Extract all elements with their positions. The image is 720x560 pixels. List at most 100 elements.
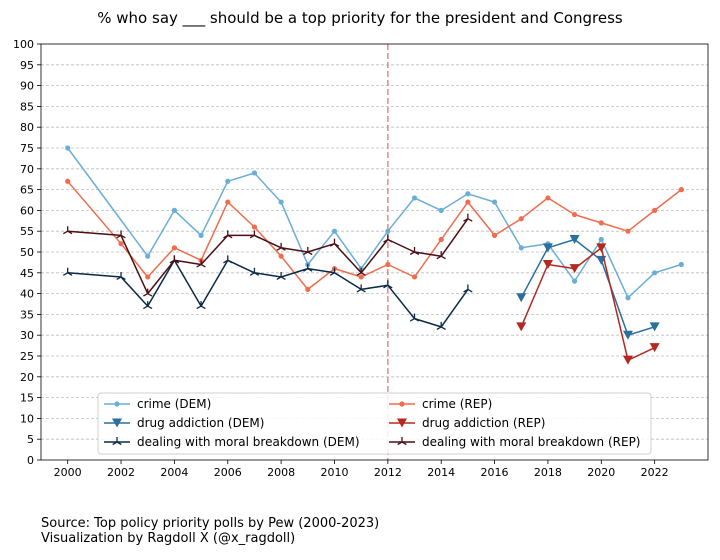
y-tick-label: 65 xyxy=(20,184,34,197)
legend-label: dealing with moral breakdown (DEM) xyxy=(137,435,360,449)
data-point xyxy=(439,208,444,213)
data-point xyxy=(252,224,257,229)
data-point xyxy=(65,179,70,184)
data-point xyxy=(623,356,633,365)
data-point xyxy=(114,401,119,406)
y-tick-label: 0 xyxy=(27,454,34,467)
series-4 xyxy=(63,255,472,329)
data-point xyxy=(63,268,72,276)
data-point xyxy=(625,229,630,234)
data-point xyxy=(412,195,417,200)
y-tick-label: 75 xyxy=(20,142,34,155)
data-point xyxy=(492,199,497,204)
data-point xyxy=(252,170,257,175)
data-point xyxy=(519,216,524,221)
data-point xyxy=(279,254,284,259)
series-layer xyxy=(63,145,684,364)
data-point xyxy=(652,270,657,275)
grid-lines xyxy=(41,65,708,439)
legend-label: dealing with moral breakdown (REP) xyxy=(422,435,640,449)
data-point xyxy=(439,237,444,242)
y-tick-label: 60 xyxy=(20,204,34,217)
data-point xyxy=(545,195,550,200)
data-point xyxy=(359,274,364,279)
series-line xyxy=(68,148,682,298)
data-point xyxy=(464,284,473,292)
data-point xyxy=(399,401,404,406)
y-tick-label: 95 xyxy=(20,59,34,72)
data-point xyxy=(225,179,230,184)
data-point xyxy=(172,208,177,213)
y-tick-label: 15 xyxy=(20,392,34,405)
series-1 xyxy=(65,179,684,292)
data-point xyxy=(599,237,604,242)
y-tick-label: 100 xyxy=(13,38,34,51)
data-point xyxy=(303,264,312,272)
y-tick-label: 45 xyxy=(20,267,34,280)
data-point xyxy=(679,187,684,192)
data-point xyxy=(412,274,417,279)
data-point xyxy=(465,199,470,204)
data-point xyxy=(572,212,577,217)
data-point xyxy=(172,245,177,250)
x-tick-label: 2004 xyxy=(160,466,188,479)
x-tick-label: 2016 xyxy=(481,466,509,479)
y-tick-label: 25 xyxy=(20,350,34,363)
x-tick-label: 2020 xyxy=(587,466,615,479)
line-chart: 2000 2002 2004 2006 2008 2010 2012 2014 2016 2018… xyxy=(0,0,720,500)
data-point xyxy=(516,293,526,302)
legend-label: drug addiction (REP) xyxy=(422,416,545,430)
source-line: Source: Top policy priority polls by Pew… xyxy=(41,516,379,531)
data-point xyxy=(599,220,604,225)
y-tick-label: 20 xyxy=(20,371,34,384)
y-tick-label: 10 xyxy=(20,412,34,425)
data-point xyxy=(63,226,72,234)
data-point xyxy=(625,295,630,300)
y-tick-label: 5 xyxy=(27,433,34,446)
legend-label: crime (REP) xyxy=(422,397,492,411)
data-point xyxy=(330,239,339,247)
legend: crime (DEM) drug addiction (DEM) dealing w… xyxy=(98,393,651,454)
data-point xyxy=(572,279,577,284)
credit-line: Visualization by Ragdoll X (@x_ragdoll) xyxy=(41,531,379,546)
data-point xyxy=(65,145,70,150)
data-point xyxy=(464,214,473,222)
x-tick-label: 2002 xyxy=(107,466,135,479)
x-tick-label: 2018 xyxy=(534,466,562,479)
x-tick-label: 2014 xyxy=(427,466,455,479)
legend-label: crime (DEM) xyxy=(137,397,211,411)
y-tick-label: 50 xyxy=(20,246,34,259)
data-point xyxy=(145,274,150,279)
data-point xyxy=(223,230,232,238)
x-tick-label: 2006 xyxy=(214,466,242,479)
data-point xyxy=(279,199,284,204)
x-tick-label: 2022 xyxy=(641,466,669,479)
x-tick-label: 2000 xyxy=(54,466,82,479)
data-point xyxy=(225,199,230,204)
legend-label: drug addiction (DEM) xyxy=(137,416,264,430)
data-point xyxy=(650,322,660,331)
y-tick-label: 80 xyxy=(20,121,34,134)
data-point xyxy=(385,229,390,234)
series-line xyxy=(521,240,654,336)
data-point xyxy=(519,245,524,250)
x-tick-label: 2012 xyxy=(374,466,402,479)
legend-entry: dealing with moral breakdown (DEM) xyxy=(104,435,360,449)
data-point xyxy=(650,343,660,352)
data-point xyxy=(305,287,310,292)
data-point xyxy=(383,280,392,288)
y-tick-label: 70 xyxy=(20,163,34,176)
data-point xyxy=(198,233,203,238)
data-point xyxy=(679,262,684,267)
data-point xyxy=(385,262,390,267)
y-tick-label: 85 xyxy=(20,100,34,113)
y-tick-label: 55 xyxy=(20,225,34,238)
data-point xyxy=(118,241,123,246)
data-point xyxy=(465,191,470,196)
x-tick-label: 2008 xyxy=(267,466,295,479)
y-tick-label: 90 xyxy=(20,80,34,93)
data-point xyxy=(516,322,526,331)
legend-entry: dealing with moral breakdown (REP) xyxy=(389,435,640,449)
data-point xyxy=(332,229,337,234)
data-point xyxy=(145,254,150,259)
